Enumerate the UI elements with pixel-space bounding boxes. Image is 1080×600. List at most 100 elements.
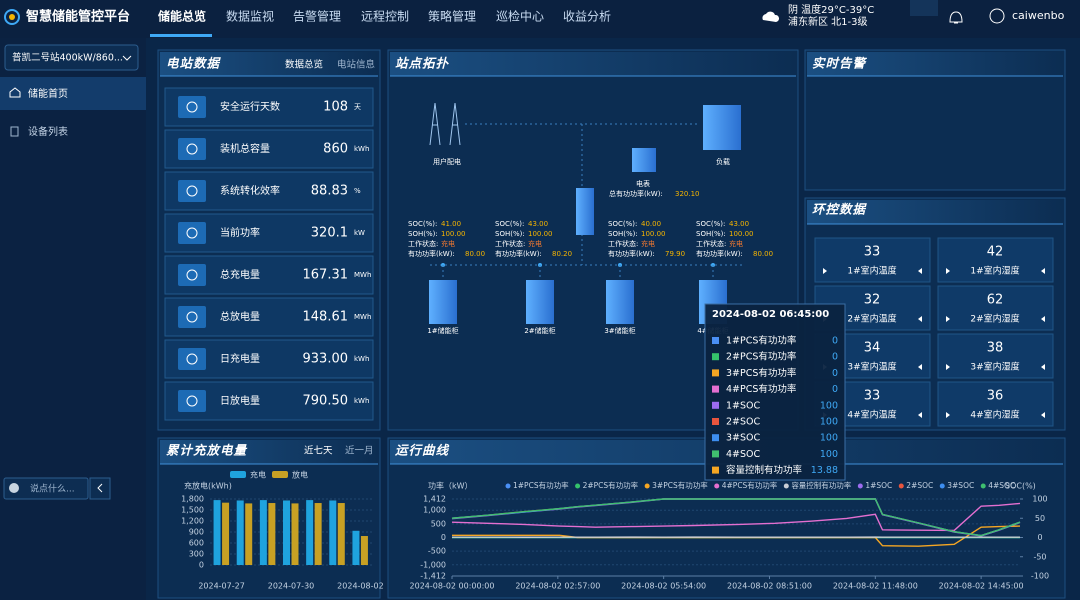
y2-tick-label: -50 [1033,552,1046,561]
stat-unit: MWh [354,313,371,321]
user-icon[interactable] [989,8,1005,24]
nav-item[interactable]: 策略管理 [428,9,476,24]
tooltip-name: 4#PCS有功功率 [726,383,797,395]
legend-marker [575,483,581,489]
tooltip-swatch [712,401,719,409]
x-tick-label: 2024-08-02 00:00:00 [410,582,495,591]
chat-input[interactable] [3,477,89,500]
stat-unit: kWh [354,397,369,405]
tooltip-swatch [712,369,719,377]
field-value: 41.00 [441,220,461,228]
legend-marker [505,483,511,489]
logo [4,9,20,25]
field-label: SOH(%): [495,230,525,238]
y-tick-label: 0 [199,561,204,570]
stat-icon-glyph [186,311,198,323]
node-label: 电表 [636,179,650,188]
env-cell [937,381,1054,427]
y-tick-label: 1,412 [423,495,446,504]
station-select[interactable] [4,44,139,71]
top-bar [0,0,1080,38]
tooltip-value: 0 [832,336,838,347]
nav-item[interactable]: 数据监视 [226,9,274,24]
bar [360,536,368,565]
y-tick-label: 0 [441,533,446,542]
legend-marker [644,483,650,489]
y2-tick-label: 50 [1035,514,1045,523]
env-label: 4#室内湿度 [970,409,1019,421]
chat-placeholder[interactable]: 说点什么... [30,483,75,495]
tab[interactable]: 近一月 [345,445,374,457]
stat-unit: kWh [354,145,369,153]
station-select-text[interactable]: 普凯二号站400kW/860... [12,52,123,64]
panel-title: 累计充放电量 [166,443,248,458]
legend-marker [939,483,945,489]
tooltip-name: 4#SOC [726,449,761,460]
env-value: 34 [864,341,881,356]
field-label: 有功功率(kW): [696,249,743,258]
env-value: 42 [987,245,1004,260]
logo [9,14,15,20]
panel-header [160,52,378,76]
cabinet-name: 1#储能柜 [427,326,458,335]
meter-icon [632,148,656,172]
stat-label: 装机总容量 [220,142,270,155]
y-tick-label: 1,200 [181,517,204,526]
tooltip-value: 100 [820,417,838,428]
stat-label: 系统转化效率 [220,184,280,197]
bell-icon[interactable] [949,11,963,24]
env-value: 38 [987,341,1004,356]
nav-item[interactable]: 告警管理 [293,9,341,24]
user-name[interactable]: caiwenbo [1012,9,1065,22]
nav-item[interactable]: 远程控制 [361,9,409,24]
nav-item[interactable]: 巡检中心 [496,9,544,24]
panel-title: 环控数据 [812,202,868,217]
env-label: 1#室内温度 [847,265,896,277]
stat-value: 88.83 [311,184,348,199]
stat-icon [178,264,206,286]
field-value: 79.90 [665,250,685,258]
tab[interactable]: 电站信息 [337,59,375,71]
y2-tick-label: 0 [1037,533,1042,542]
y-tick-label: 900 [189,528,204,537]
x-tick-label: 2024-08-02 05:54:00 [621,582,706,591]
y-tick-label: -1,412 [420,572,446,581]
collapse-arrow[interactable] [97,483,103,493]
tab[interactable]: 数据总览 [285,59,323,71]
field-value: 充电 [528,239,542,248]
bar [337,503,345,565]
bar [213,500,221,565]
app-title: 智慧储能管控平台 [26,9,130,25]
field-value: 80.00 [753,250,773,258]
nav-item[interactable]: 储能总览 [158,9,206,24]
collapse-button[interactable] [89,477,111,500]
x-tick-label: 2024-07-30 [268,582,315,591]
nav-item[interactable]: 收益分析 [563,10,611,24]
menu-active[interactable] [0,77,146,110]
panel-title: 站点拓扑 [395,56,450,71]
header-button[interactable] [910,0,938,16]
menu-item[interactable]: 设备列表 [28,125,68,138]
stat-icon [178,222,206,244]
tooltip-value: 0 [832,352,838,363]
field-label: SOC(%): [495,220,524,228]
stat-label: 安全运行天数 [220,100,280,113]
legend-marker [898,483,904,489]
field-value: 充电 [641,239,655,248]
line [451,498,1021,537]
list-icon [10,126,19,137]
tower-icon [429,102,461,146]
field-label: 工作状态: [608,239,638,248]
y-tick-label: 600 [189,539,204,548]
tab[interactable]: 近七天 [304,445,333,457]
field-label: SOC(%): [696,220,725,228]
axis-label: 充放电(kWh) [184,481,232,491]
stat-value: 860 [323,142,348,157]
legend-label: 2#PCS有功功率 [583,480,639,490]
dropdown-arrow[interactable] [122,55,132,61]
cabinet-name: 3#储能柜 [604,326,635,335]
meter-value: 320.10 [675,190,700,198]
panel-title: 实时告警 [812,56,868,71]
menu-item[interactable]: 储能首页 [28,87,68,100]
